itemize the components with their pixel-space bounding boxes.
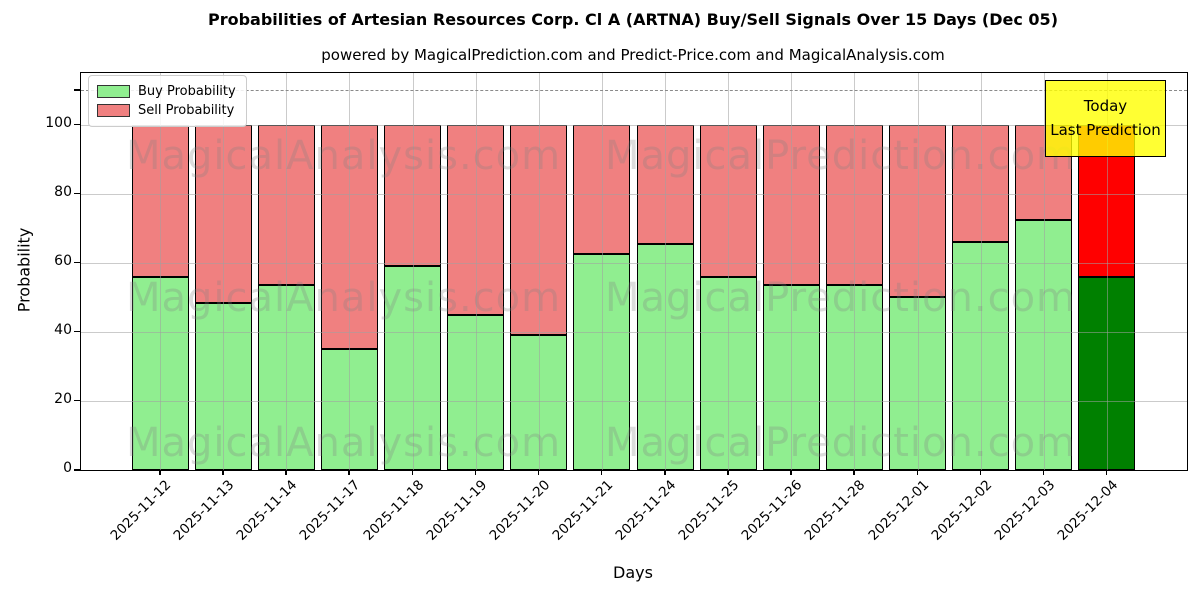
- x-tick: [600, 469, 603, 475]
- gridline-h: [81, 124, 1187, 126]
- gridline-v: [349, 73, 351, 470]
- x-tick: [727, 469, 729, 475]
- gridline-v: [1043, 73, 1045, 470]
- x-tick-label: 2025-11-28: [801, 477, 869, 544]
- y-tick-label: 60: [54, 252, 72, 269]
- gridline-v: [475, 73, 477, 470]
- gridline-v: [917, 73, 919, 470]
- chart-title: Probabilities of Artesian Resources Corp…: [207, 10, 1058, 29]
- today-annotation-line2: Last Prediction: [1050, 120, 1161, 139]
- gridline-v: [412, 73, 414, 470]
- y-tick: [74, 89, 80, 91]
- y-tick-label: 100: [45, 114, 72, 131]
- y-tick-label: 0: [63, 460, 72, 476]
- x-tick-label: 2025-11-20: [486, 477, 554, 544]
- y-tick: [74, 261, 80, 264]
- x-tick-label: 2025-11-21: [549, 477, 617, 544]
- x-tick: [222, 469, 224, 475]
- gridline-h: [81, 262, 1187, 264]
- x-tick: [979, 469, 982, 475]
- legend-swatch-sell-icon: [97, 104, 130, 117]
- x-tick: [1042, 469, 1045, 475]
- y-tick: [74, 399, 80, 402]
- plot-area: Buy Probability Sell Probability Today L…: [80, 72, 1188, 471]
- x-tick-label: 2025-12-01: [865, 477, 932, 544]
- y-tick: [74, 123, 80, 126]
- x-tick-label: 2025-11-13: [170, 477, 238, 544]
- x-tick: [348, 469, 350, 475]
- legend: Buy Probability Sell Probability: [88, 75, 247, 127]
- legend-item-sell: Sell Probability: [97, 101, 236, 120]
- threshold-dashline: [81, 90, 1187, 92]
- x-tick-label: 2025-11-12: [107, 477, 175, 544]
- x-tick: [411, 469, 414, 475]
- today-annotation: Today Last Prediction: [1045, 80, 1166, 157]
- gridline-h: [81, 331, 1187, 333]
- x-tick: [159, 469, 161, 475]
- gridline-v: [854, 73, 856, 470]
- x-tick: [474, 469, 477, 475]
- chart-subtitle: powered by MagicalPrediction.com and Pre…: [321, 46, 945, 64]
- x-tick: [537, 469, 540, 475]
- gridline-h: [81, 193, 1187, 195]
- today-annotation-line1: Today: [1083, 97, 1128, 116]
- legend-swatch-buy-icon: [97, 85, 130, 98]
- x-tick: [1105, 469, 1108, 475]
- gridline-v: [728, 73, 730, 470]
- gridline-v: [665, 73, 667, 470]
- y-tick: [74, 330, 80, 333]
- x-tick-label: 2025-11-18: [360, 477, 427, 544]
- y-tick-label: 40: [54, 321, 72, 338]
- x-tick-label: 2025-11-25: [675, 477, 743, 544]
- gridline-v: [286, 73, 288, 470]
- x-axis-label: Days: [613, 563, 653, 582]
- y-tick-label: 20: [54, 390, 72, 407]
- gridline-v: [791, 73, 793, 470]
- x-tick-label: 2025-12-02: [928, 477, 996, 544]
- gridline-v: [160, 73, 161, 470]
- gridline-v: [601, 73, 603, 470]
- gridline-h: [81, 400, 1187, 402]
- x-tick: [285, 469, 287, 475]
- gridline-v: [980, 73, 982, 470]
- x-tick: [916, 469, 919, 475]
- x-tick-label: 2025-11-14: [233, 477, 301, 544]
- legend-item-buy: Buy Probability: [97, 82, 236, 101]
- y-tick-label: 80: [54, 183, 72, 200]
- x-tick: [790, 469, 792, 475]
- legend-label-sell: Sell Probability: [138, 103, 235, 118]
- legend-label-buy: Buy Probability: [138, 84, 236, 99]
- gridline-v: [1106, 73, 1108, 470]
- x-tick-label: 2025-11-26: [738, 477, 806, 544]
- x-tick-label: 2025-12-04: [1054, 477, 1122, 544]
- gridline-v: [538, 73, 540, 470]
- y-tick: [74, 469, 80, 471]
- x-tick-label: 2025-12-03: [991, 477, 1059, 544]
- x-tick-label: 2025-11-17: [296, 477, 364, 544]
- gridline-v: [223, 73, 225, 470]
- x-tick: [664, 469, 666, 475]
- y-tick: [74, 192, 80, 195]
- x-tick: [853, 469, 855, 475]
- y-axis-label: Probability: [14, 227, 34, 313]
- x-tick-label: 2025-11-24: [612, 477, 680, 544]
- x-tick-label: 2025-11-19: [423, 477, 490, 544]
